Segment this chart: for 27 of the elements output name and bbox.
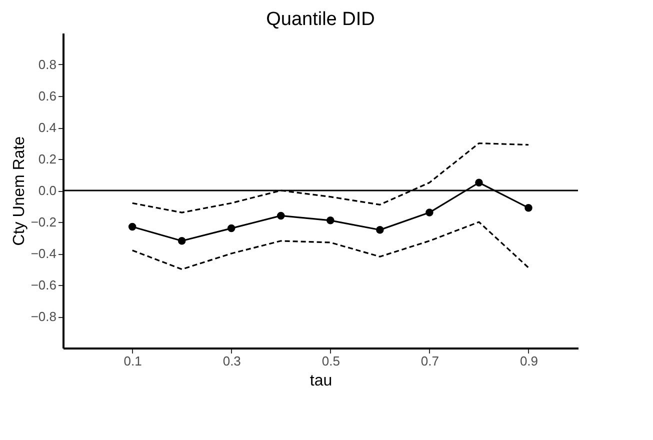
y-tick-label: −0.8 xyxy=(30,309,56,324)
y-tick-label: −0.2 xyxy=(30,214,56,230)
point xyxy=(178,237,186,245)
y-tick-label: −0.6 xyxy=(30,278,56,292)
point xyxy=(277,212,285,220)
point xyxy=(426,208,434,216)
y-tick-label: 0.2 xyxy=(38,152,56,166)
y-tick-label: −0.4 xyxy=(30,246,56,261)
y-tick-label: 0.8 xyxy=(38,57,56,72)
point xyxy=(227,224,236,232)
line-series xyxy=(132,221,530,270)
y-tick-label: 0.6 xyxy=(38,88,56,104)
x-tick-label: 0.9 xyxy=(520,354,538,368)
point xyxy=(524,204,532,212)
point xyxy=(376,226,384,234)
point xyxy=(326,216,334,224)
y-axis-title: Cty Unem Rate xyxy=(10,136,28,246)
x-tick-label: 0.7 xyxy=(420,354,439,368)
point xyxy=(475,178,483,186)
x-axis-title: tau xyxy=(310,372,332,390)
y-tick-label: 0.4 xyxy=(38,120,56,135)
x-tick-label: 0.5 xyxy=(322,354,340,368)
point xyxy=(128,222,136,231)
y-tick-label: 0.0 xyxy=(38,183,56,198)
chart-title: Quantile DID xyxy=(266,9,375,30)
x-tick-label: 0.1 xyxy=(124,354,142,368)
x-tick-label: 0.3 xyxy=(222,354,241,368)
